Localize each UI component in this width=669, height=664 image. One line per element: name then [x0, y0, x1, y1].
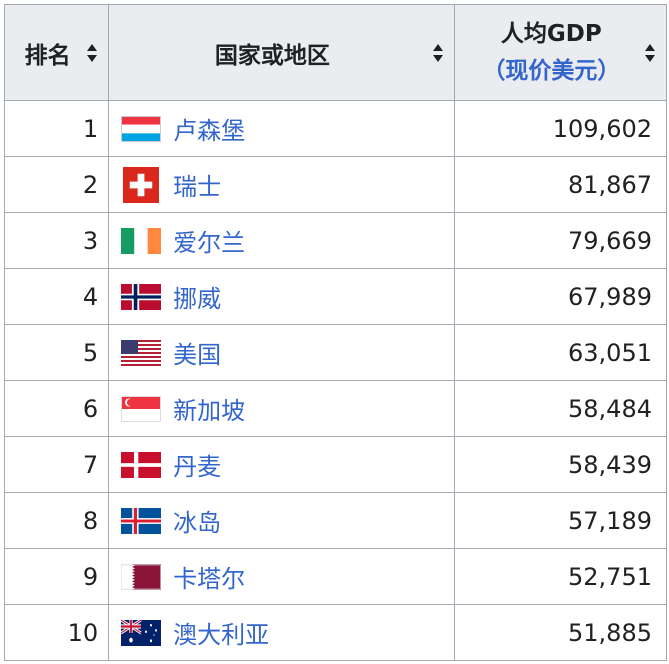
- switzerland-flag-icon[interactable]: [123, 166, 160, 203]
- gdp-cell: 57,189: [453, 492, 668, 549]
- gdp-header-unit-link[interactable]: （现价美元）: [482, 57, 621, 84]
- country-link[interactable]: 澳大利亚: [173, 621, 270, 649]
- rank-cell: 1: [3, 100, 110, 157]
- country-link[interactable]: 挪威: [173, 285, 222, 313]
- country-cell: 爱尔兰: [108, 212, 455, 269]
- country-link[interactable]: 丹麦: [173, 453, 222, 481]
- country-link[interactable]: 爱尔兰: [173, 229, 246, 257]
- country-cell: 丹麦: [108, 436, 455, 493]
- gdp-header-label: 人均GDP: [500, 20, 602, 47]
- country-link[interactable]: 瑞士: [173, 173, 222, 201]
- australia-flag-icon[interactable]: [121, 619, 162, 646]
- rank-cell: 4: [3, 268, 110, 325]
- table-row: 9 卡塔尔 52,751: [3, 548, 668, 605]
- rank-column-header[interactable]: 排名: [3, 4, 110, 101]
- country-header-label: 国家或地区: [214, 42, 330, 69]
- sort-icon[interactable]: [645, 43, 656, 62]
- country-link[interactable]: 冰岛: [173, 509, 222, 537]
- country-link[interactable]: 卡塔尔: [173, 565, 246, 593]
- gdp-cell: 52,751: [453, 548, 668, 605]
- table-row: 7 丹麦 58,439: [3, 436, 668, 493]
- gdp-cell: 63,051: [453, 324, 668, 381]
- sort-icon[interactable]: [432, 43, 444, 62]
- country-link[interactable]: 美国: [173, 341, 222, 369]
- country-cell: 卡塔尔: [108, 548, 455, 605]
- gdp-cell: 67,989: [453, 268, 668, 325]
- country-column-header[interactable]: 国家或地区: [108, 4, 455, 101]
- country-link[interactable]: 卢森堡: [173, 117, 246, 145]
- gdp-cell: 79,669: [453, 212, 668, 269]
- luxembourg-flag-icon[interactable]: [121, 115, 162, 142]
- rank-header-label: 排名: [24, 42, 71, 69]
- qatar-flag-icon[interactable]: [121, 563, 162, 590]
- rank-cell: 8: [3, 492, 110, 549]
- gdp-cell: 58,439: [453, 436, 668, 493]
- usa-flag-icon[interactable]: [121, 339, 162, 366]
- gdp-ranking-table: 排名 国家或地区 人均GDP （现价美元） 1: [3, 4, 668, 661]
- table-row: 10 澳大利亚: [3, 604, 668, 661]
- denmark-flag-icon[interactable]: [121, 451, 162, 478]
- table-row: 5 美国 63,051: [3, 324, 668, 381]
- gdp-cell: 81,867: [453, 156, 668, 213]
- table-row: 6 新加坡 58,484: [3, 380, 668, 437]
- rank-cell: 5: [3, 324, 110, 381]
- singapore-flag-icon[interactable]: [121, 395, 162, 422]
- country-cell: 瑞士: [108, 156, 455, 213]
- iceland-flag-icon[interactable]: [121, 507, 162, 534]
- header-row: 排名 国家或地区 人均GDP （现价美元）: [3, 4, 668, 101]
- rank-cell: 6: [3, 380, 110, 437]
- gdp-column-header[interactable]: 人均GDP （现价美元）: [453, 4, 668, 101]
- country-cell: 卢森堡: [108, 100, 455, 157]
- rank-cell: 7: [3, 436, 110, 493]
- table-row: 2 瑞士 81,867: [3, 156, 668, 213]
- gdp-cell: 51,885: [453, 604, 668, 661]
- rank-cell: 9: [3, 548, 110, 605]
- table-row: 1 卢森堡 109,602: [3, 100, 668, 157]
- table-row: 4 挪威 67,989: [3, 268, 668, 325]
- ireland-flag-icon[interactable]: [121, 227, 162, 254]
- sort-icon[interactable]: [87, 43, 98, 62]
- country-cell: 新加坡: [108, 380, 455, 437]
- country-cell: 美国: [108, 324, 455, 381]
- table-row: 8 冰岛 57,189: [3, 492, 668, 549]
- country-cell: 冰岛: [108, 492, 455, 549]
- country-link[interactable]: 新加坡: [173, 397, 246, 425]
- country-cell: 挪威: [108, 268, 455, 325]
- rank-cell: 10: [3, 604, 110, 661]
- table-row: 3 爱尔兰 79,669: [3, 212, 668, 269]
- rank-cell: 2: [3, 156, 110, 213]
- rank-cell: 3: [3, 212, 110, 269]
- norway-flag-icon[interactable]: [121, 283, 162, 310]
- country-cell: 澳大利亚: [108, 604, 455, 661]
- gdp-cell: 109,602: [453, 100, 668, 157]
- gdp-cell: 58,484: [453, 380, 668, 437]
